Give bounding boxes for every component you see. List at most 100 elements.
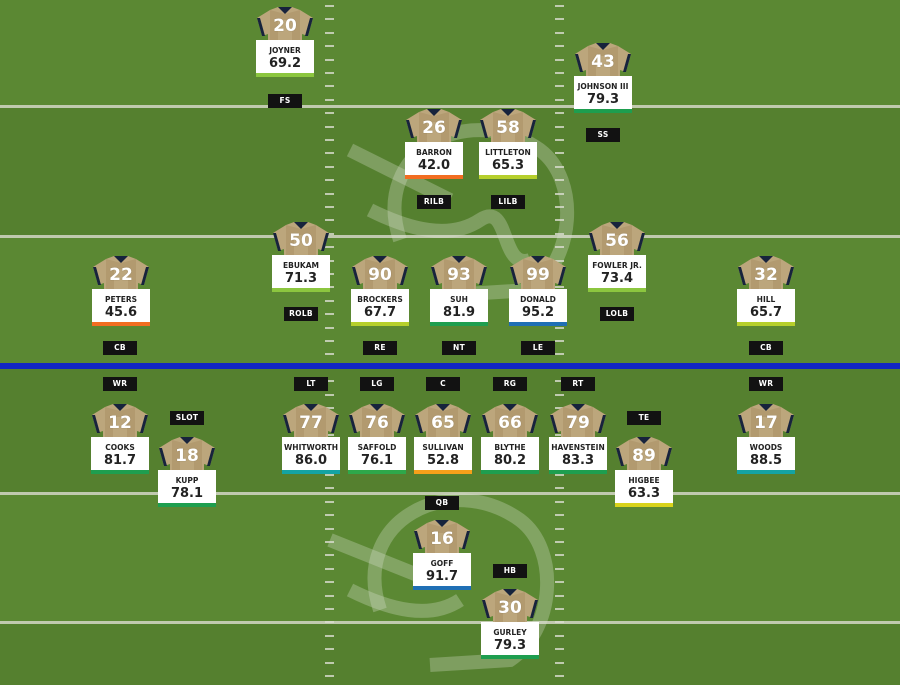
player-name: SAFFOLD — [357, 443, 397, 452]
player-name: HAVENSTEIN — [551, 443, 605, 452]
position-badge: RG — [493, 377, 527, 391]
player-card: SUH 81.9 — [430, 289, 488, 326]
player-card: FOWLER JR. 73.4 — [588, 255, 646, 292]
player-name: WHITWORTH — [284, 443, 338, 452]
hash-mark — [325, 648, 334, 650]
hash-mark — [325, 487, 334, 489]
jersey-number: 18 — [175, 446, 199, 466]
hash-mark — [325, 166, 334, 168]
hash-mark — [325, 595, 334, 597]
player-name: BLYTHE — [494, 443, 526, 452]
jersey-number: 26 — [422, 118, 446, 138]
yard-line — [0, 621, 900, 624]
position-badge: QB — [425, 496, 459, 510]
position-badge: TE — [627, 411, 661, 425]
position-badge: LILB — [491, 195, 525, 209]
line-of-scrimmage — [0, 363, 900, 369]
player-card: JOYNER 69.2 — [256, 40, 314, 77]
player-rating: 63.3 — [627, 486, 661, 501]
hash-mark — [325, 85, 334, 87]
jersey-number: 20 — [273, 16, 297, 36]
player-rating: 42.0 — [417, 158, 451, 173]
jersey-number: 99 — [526, 265, 550, 285]
hash-mark — [555, 99, 564, 101]
position-badge: SLOT — [170, 411, 204, 425]
jersey-number: 93 — [447, 265, 471, 285]
player-card: BROCKERS 67.7 — [351, 289, 409, 326]
hash-mark — [325, 206, 334, 208]
hash-mark — [555, 18, 564, 20]
jersey-number: 22 — [109, 265, 133, 285]
player-card: WOODS 88.5 — [737, 437, 795, 474]
position-badge: ROLB — [284, 307, 318, 321]
player-rating: 73.4 — [600, 271, 634, 286]
hash-mark — [555, 434, 564, 436]
player-rating: 52.8 — [426, 453, 460, 468]
position-badge: LG — [360, 377, 394, 391]
hash-mark — [555, 139, 564, 141]
hash-mark — [325, 193, 334, 195]
hash-mark — [555, 112, 564, 114]
hash-mark — [325, 675, 334, 677]
jersey-number: 77 — [299, 413, 323, 433]
position-badge: LOLB — [600, 307, 634, 321]
hash-mark — [555, 581, 564, 583]
hash-mark — [555, 260, 564, 262]
hash-mark — [325, 608, 334, 610]
player-card: GOFF 91.7 — [413, 553, 471, 590]
player-card: LITTLETON 65.3 — [479, 142, 537, 179]
player-rating: 80.2 — [493, 453, 527, 468]
hash-mark — [555, 380, 564, 382]
hash-mark — [325, 327, 334, 329]
hash-mark — [325, 99, 334, 101]
hash-mark — [555, 474, 564, 476]
hash-mark — [325, 581, 334, 583]
player-name: LITTLETON — [485, 148, 531, 157]
player-name: HIGBEE — [628, 476, 660, 485]
position-badge: CB — [103, 341, 137, 355]
hash-mark — [325, 554, 334, 556]
hash-mark — [555, 394, 564, 396]
hash-mark — [555, 286, 564, 288]
player-name: SULLIVAN — [422, 443, 464, 452]
player-card: EBUKAM 71.3 — [272, 255, 330, 292]
player-rating: 67.7 — [363, 305, 397, 320]
hash-mark — [325, 72, 334, 74]
position-badge: LE — [521, 341, 555, 355]
hash-mark — [325, 635, 334, 637]
hash-mark — [555, 621, 564, 623]
hash-mark — [555, 327, 564, 329]
hash-mark — [325, 112, 334, 114]
position-badge: SS — [586, 128, 620, 142]
hash-mark — [325, 353, 334, 355]
hash-mark — [555, 487, 564, 489]
player-name: FOWLER JR. — [592, 261, 642, 270]
player-name: EBUKAM — [282, 261, 319, 270]
player-card: DONALD 95.2 — [509, 289, 567, 326]
player-rating: 71.3 — [284, 271, 318, 286]
hash-mark — [555, 85, 564, 87]
hash-mark — [555, 514, 564, 516]
player-name: GOFF — [430, 559, 454, 568]
yard-line — [0, 105, 900, 108]
player-card: COOKS 81.7 — [91, 437, 149, 474]
jersey-number: 16 — [430, 529, 454, 549]
player-rating: 88.5 — [749, 453, 783, 468]
player-rating: 81.9 — [442, 305, 476, 320]
hash-mark — [555, 233, 564, 235]
hash-mark — [555, 595, 564, 597]
hash-mark — [325, 662, 334, 664]
jersey-number: 65 — [431, 413, 455, 433]
player-rating: 65.7 — [749, 305, 783, 320]
hash-mark — [555, 45, 564, 47]
player-name: BARRON — [416, 148, 452, 157]
hash-mark — [555, 152, 564, 154]
hash-mark — [555, 635, 564, 637]
hash-mark — [555, 206, 564, 208]
jersey-number: 90 — [368, 265, 392, 285]
hash-mark — [325, 59, 334, 61]
player-name: HILL — [756, 295, 776, 304]
hash-mark — [325, 394, 334, 396]
player-name: COOKS — [105, 443, 135, 452]
position-badge: LT — [294, 377, 328, 391]
